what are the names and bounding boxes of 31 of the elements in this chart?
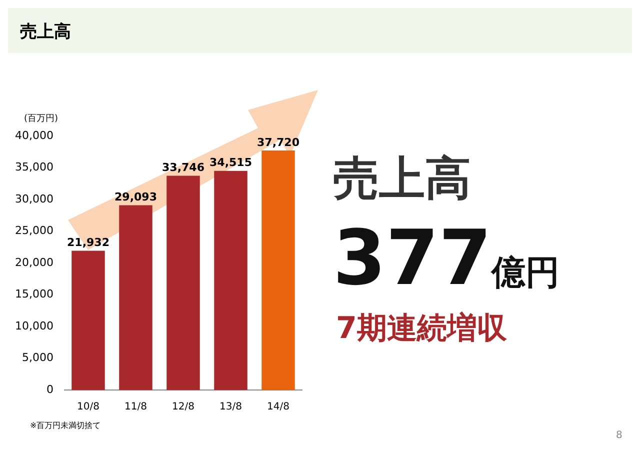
y-axis-title: (百万円) xyxy=(24,113,58,125)
x-tick-label: 11/8 xyxy=(124,402,147,413)
bar xyxy=(119,205,152,390)
chart-title: 売上高 xyxy=(20,21,71,43)
y-tick-label: 30,000 xyxy=(14,192,54,206)
text: 7期連続増収 xyxy=(336,310,507,348)
data-label: 33,746 xyxy=(162,161,205,174)
x-tick-label: 13/8 xyxy=(220,402,242,413)
x-tick-label: 14/8 xyxy=(267,402,290,413)
bar xyxy=(214,170,248,390)
y-tick-label: 15,000 xyxy=(14,288,54,301)
text: 8 xyxy=(616,430,622,441)
data-label: 34,515 xyxy=(210,156,252,170)
y-tick-label: 35,000 xyxy=(14,160,54,174)
text: 377億円 xyxy=(333,213,560,302)
text: ※百万円未満切捨て xyxy=(30,420,101,431)
bar xyxy=(166,176,200,390)
x-tick-label: 10/8 xyxy=(77,402,100,413)
y-tick-label: 40,000 xyxy=(14,128,54,142)
text: 売上高 xyxy=(333,150,471,207)
y-tick-label: 10,000 xyxy=(14,319,54,332)
y-tick-label: 20,000 xyxy=(14,256,54,269)
bar xyxy=(72,250,105,390)
data-label: 37,720 xyxy=(257,136,300,149)
y-tick-label: 0 xyxy=(46,382,54,396)
y-tick-label: 25,000 xyxy=(14,224,54,238)
y-tick-label: 5,000 xyxy=(22,351,54,364)
x-tick-label: 12/8 xyxy=(172,402,194,413)
data-label: 29,093 xyxy=(114,190,157,204)
bar xyxy=(262,150,295,390)
data-label: 21,932 xyxy=(67,236,110,250)
